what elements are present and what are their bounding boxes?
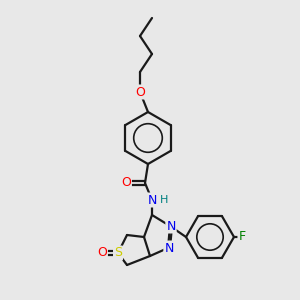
Text: O: O: [97, 247, 107, 260]
Text: H: H: [160, 195, 168, 205]
Text: O: O: [135, 85, 145, 98]
Text: O: O: [121, 176, 131, 190]
Text: N: N: [164, 242, 174, 254]
Text: F: F: [238, 230, 246, 244]
Text: N: N: [166, 220, 176, 232]
Text: N: N: [147, 194, 157, 206]
Text: S: S: [114, 247, 122, 260]
